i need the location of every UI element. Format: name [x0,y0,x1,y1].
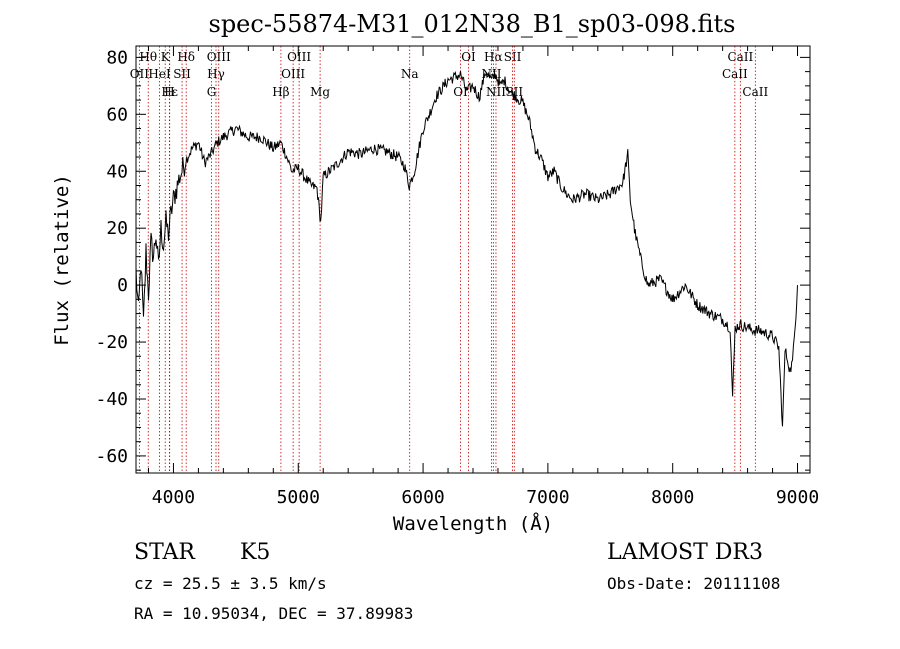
x-tick-label-6000: 6000 [401,487,444,508]
x-tick-label-5000: 5000 [277,487,320,508]
line-label-11: Hβ [272,85,289,99]
line-label-18: Hα [484,50,503,64]
line-label-13: OI [453,85,468,99]
line-label-2: Hδ [177,50,195,64]
line-label-4: HeI [148,67,171,81]
line-label-25: CaII [742,85,768,99]
line-label-0: Hθ [139,50,157,64]
line-label-1: K [161,50,171,64]
line-label-17: OI [461,50,476,64]
x-tick-label-7000: 7000 [526,487,569,508]
y-axis-label: Flux (relative) [51,174,73,346]
line-label-24: CaII [722,67,748,81]
line-label-10: OIII [281,67,305,81]
plot-frame [135,45,811,474]
line-label-6: OIII [207,50,231,64]
ra-dec: RA = 10.95034, DEC = 37.89983 [134,604,414,623]
line-label-3: OII [130,67,150,81]
x-tick-label-9000: 9000 [776,487,819,508]
line-label-8: G [207,85,217,99]
y-tick-label--60: -60 [95,446,128,467]
y-tick-label-80: 80 [106,47,128,68]
y-tick-label--20: -20 [95,332,128,353]
object-class: STAR [134,540,195,565]
x-tick-label-4000: 4000 [152,487,195,508]
y-tick-label-60: 60 [106,104,128,125]
chart-title: spec-55874-M31_012N38_B1_sp03-098.fits [209,10,736,38]
line-label-12: Mg [310,85,330,99]
line-label-23: CaII [727,50,753,64]
y-tick-label-40: 40 [106,161,128,182]
y-tick-label-20: 20 [106,218,128,239]
survey-name: LAMOST DR3 [607,540,763,565]
flux-series-line [135,70,798,427]
spectrum-chart: spec-55874-M31_012N38_B1_sp03-098.fits H… [51,10,819,535]
line-label-21: NII [486,85,506,99]
cz-value: cz = 25.5 ± 3.5 km/s [134,574,327,593]
line-label-5: SII [173,67,191,81]
y-tick-label-0: 0 [117,275,128,296]
line-label-16: Na [401,67,419,81]
line-label-15: H [164,85,174,99]
object-subclass: K5 [240,540,271,565]
x-tick-label-8000: 8000 [651,487,694,508]
x-axis-label: Wavelength (Å) [393,512,553,535]
line-label-7: Hγ [207,67,225,81]
line-label-9: OIII [287,50,311,64]
y-tick-label--40: -40 [95,389,128,410]
obs-date: Obs-Date: 20111108 [607,574,781,593]
line-label-19: SII [504,50,522,64]
